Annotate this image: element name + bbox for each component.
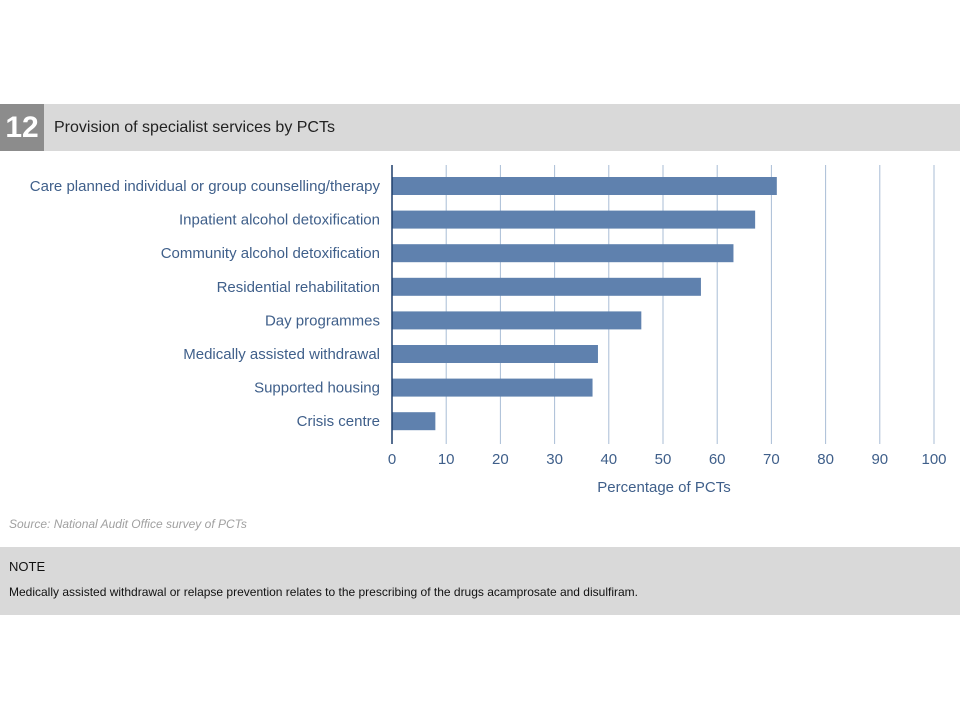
x-tick-label: 10 (438, 451, 455, 468)
x-tick-label: 30 (546, 451, 563, 468)
category-label: Residential rehabilitation (217, 279, 380, 296)
note-panel: NOTE Medically assisted withdrawal or re… (0, 547, 960, 615)
category-label: Care planned individual or group counsel… (30, 178, 381, 195)
category-label: Medically assisted withdrawal (183, 346, 380, 363)
figure-number: 12 (0, 104, 44, 151)
category-label: Community alcohol detoxification (161, 245, 380, 262)
x-tick-label: 50 (655, 451, 672, 468)
x-axis-title: Percentage of PCTs (597, 479, 730, 496)
bar-chart: Care planned individual or group counsel… (30, 165, 947, 496)
bar (392, 210, 756, 229)
x-tick-label: 60 (709, 451, 726, 468)
bar (392, 378, 593, 397)
x-tick-label: 80 (817, 451, 834, 468)
bar (392, 345, 598, 363)
note-title: NOTE (9, 559, 46, 574)
figure-header: 12 Provision of specialist services by P… (0, 104, 960, 151)
category-label: Day programmes (265, 312, 380, 329)
x-tick-label: 70 (763, 451, 780, 468)
category-label: Crisis centre (297, 413, 380, 430)
bar (392, 311, 642, 330)
category-label: Inpatient alcohol detoxification (179, 212, 380, 229)
bar (392, 244, 734, 263)
x-tick-label: 100 (921, 451, 946, 468)
category-label: Supported housing (254, 380, 380, 397)
bar (392, 277, 701, 296)
x-tick-label: 20 (492, 451, 509, 468)
x-tick-label: 0 (388, 451, 396, 468)
note-text: Medically assisted withdrawal or relapse… (9, 585, 638, 599)
x-tick-label: 90 (871, 451, 888, 468)
source-text: Source: National Audit Office survey of … (9, 517, 247, 531)
x-tick-label: 40 (600, 451, 617, 468)
bar (392, 412, 436, 431)
bar (392, 177, 777, 195)
figure-title: Provision of specialist services by PCTs (54, 119, 335, 136)
